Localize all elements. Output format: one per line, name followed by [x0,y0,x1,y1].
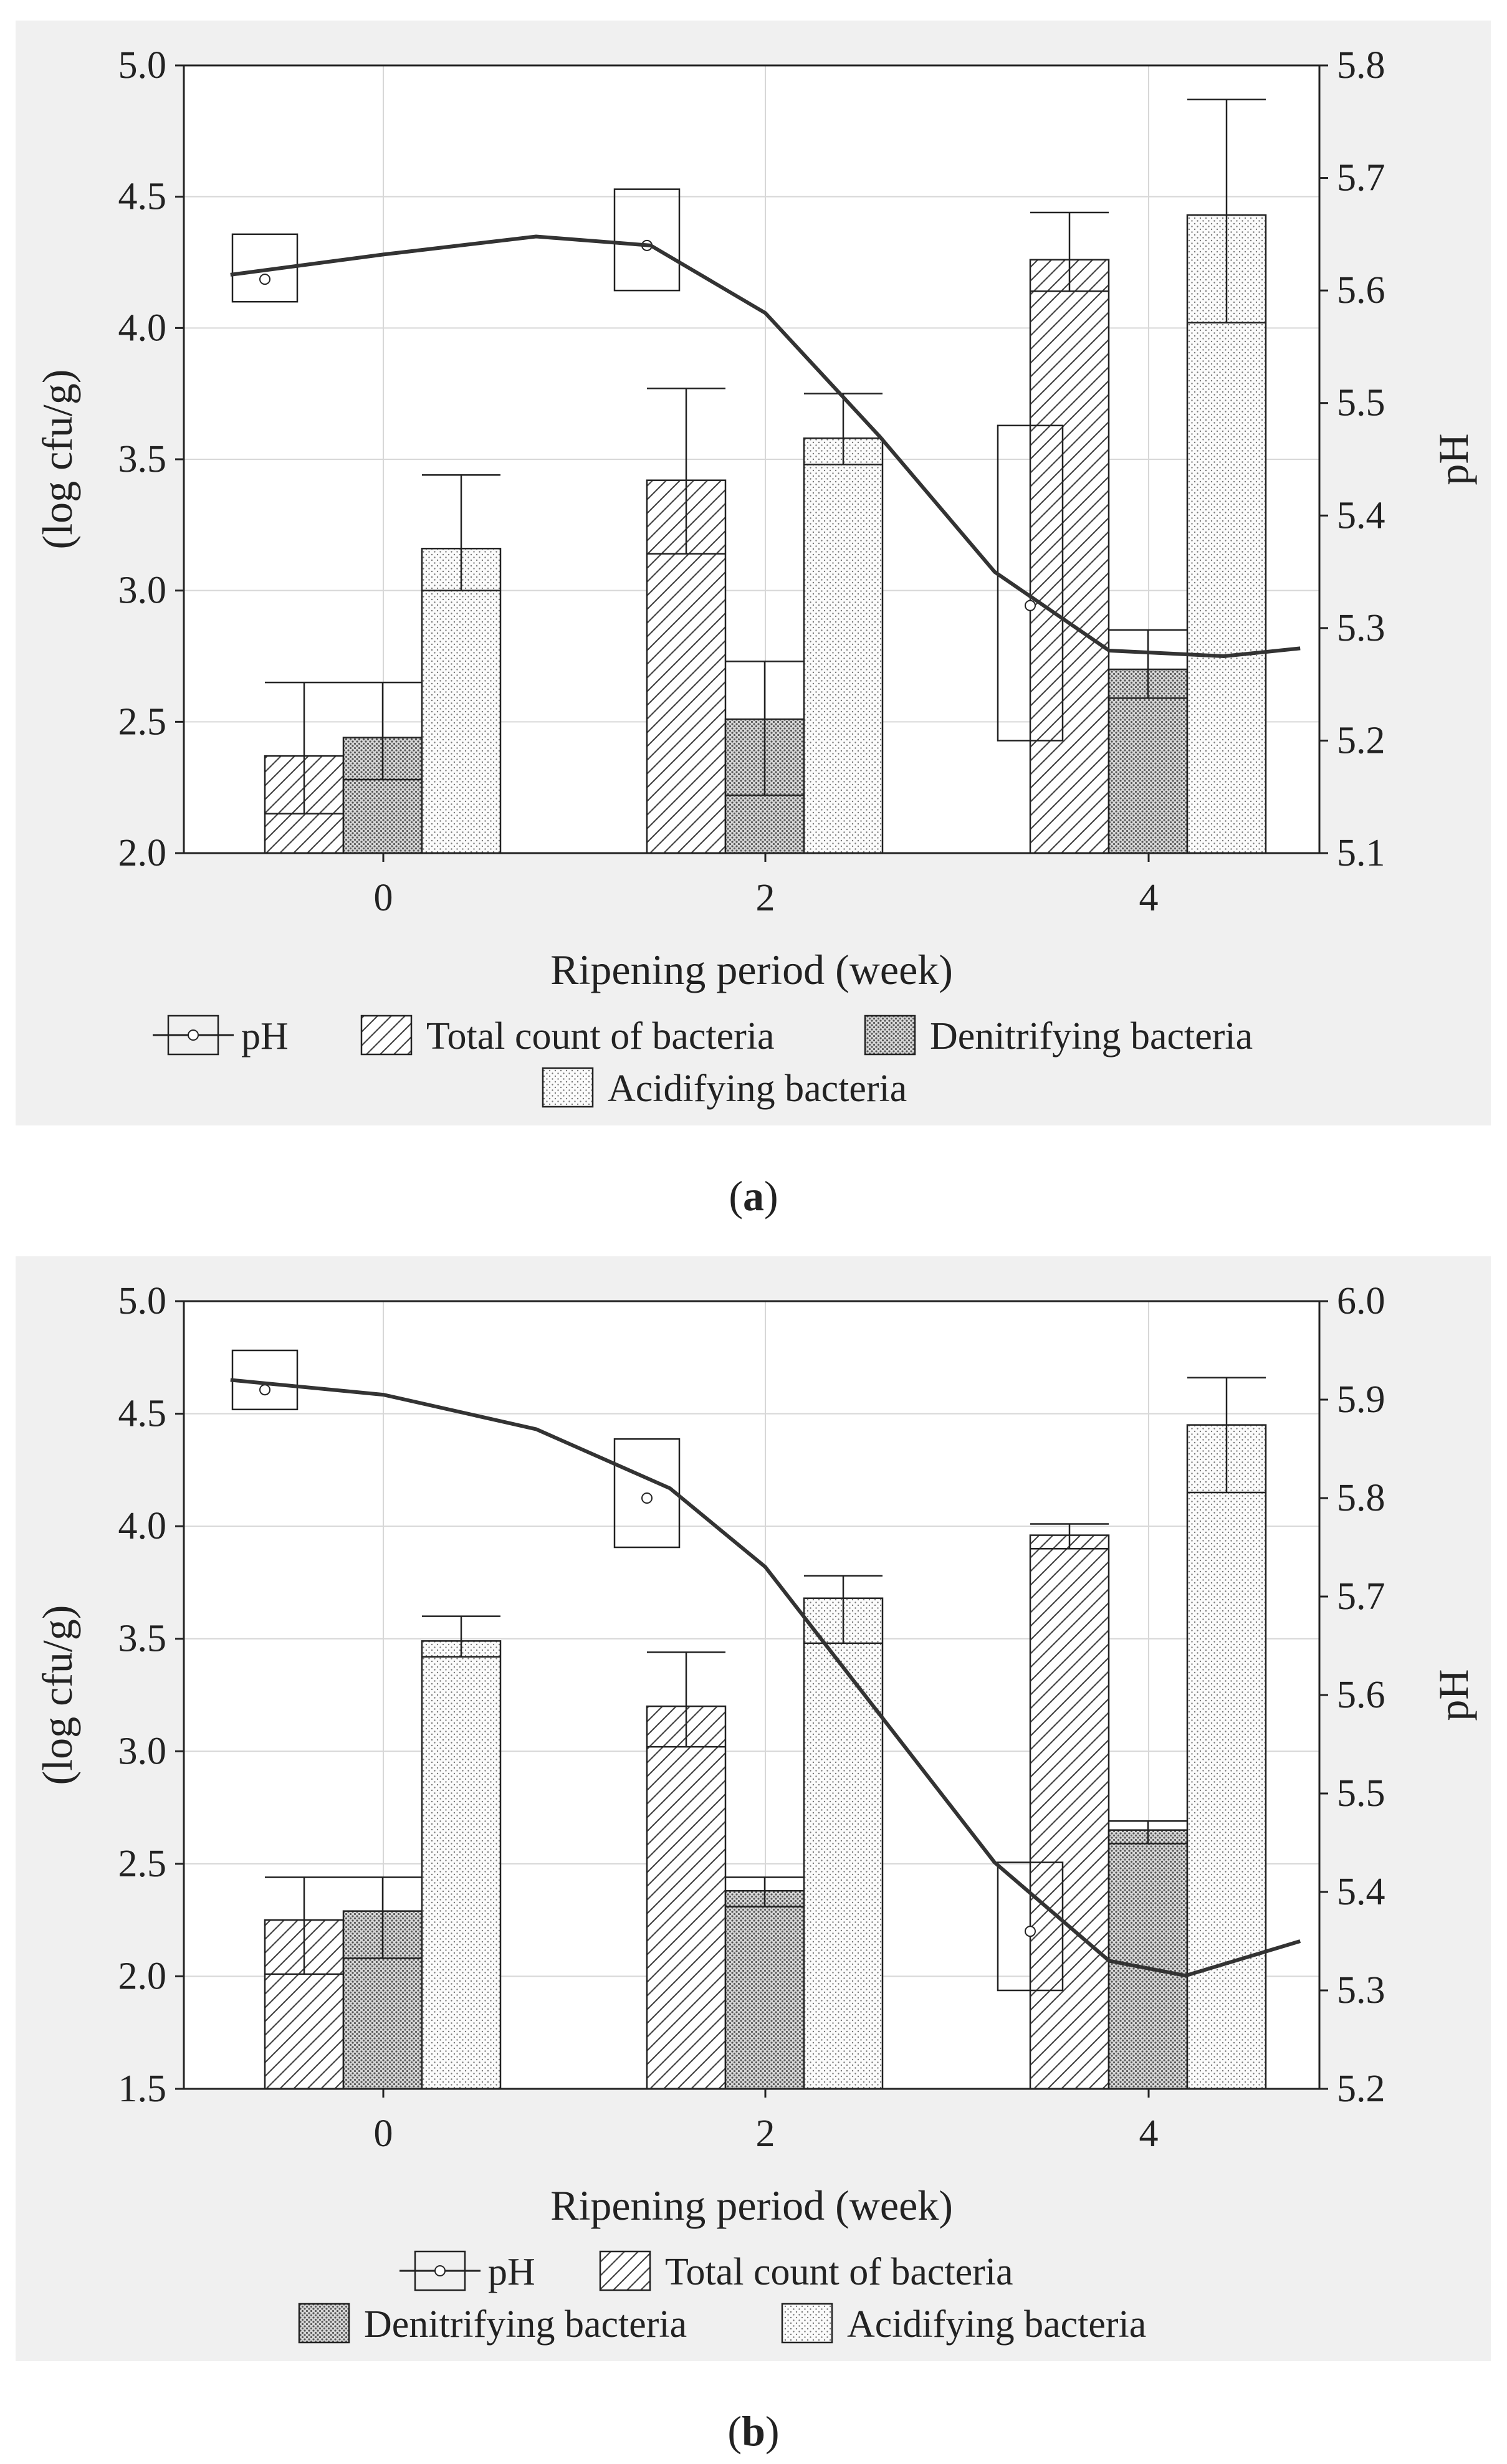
x-tick-label: 4 [1139,2113,1159,2155]
y-axis-label: (log cfu/g) [34,370,81,550]
legend-ph-box [414,2250,466,2291]
bar [803,1597,884,2090]
y-right-tick-label: 5.4 [1337,494,1385,537]
ph-box [997,1861,1064,1992]
y-right-tick-label: 5.6 [1337,269,1385,312]
y-right-axis-label: pH [1430,1669,1477,1721]
legend-label: Total count of bacteria [665,2251,1013,2293]
y-right-tick-label: 5.5 [1337,1772,1385,1815]
y-tick-label: 1.5 [118,2068,167,2110]
y-tick-label: 5.0 [118,1280,167,1322]
x-tick-label: 0 [374,877,393,919]
ph-box [613,1438,681,1549]
ph-box [997,424,1064,742]
y-tick-label: 4.5 [118,1393,167,1435]
y-tick-label: 3.5 [118,1618,167,1660]
bar [803,437,884,854]
ph-curve [230,234,1301,658]
legend-ph-point [434,2265,446,2276]
y-tick-label: 4.0 [118,1505,167,1547]
legend-label: Denitrifying bacteria [930,1015,1253,1058]
chart-panel-a: 2.0 2.5 3.0 3.5 4.0 4.5 5.0 5.1 5.2 5.3 5.4 5.5 5.6 5… [16,21,1491,1125]
legend-ph-point [188,1029,199,1041]
chart-panel-b: 1.5 2.0 2.5 3.0 3.5 4.0 4.5 5.0 5.2 5.3 5.4 5.5 5.6 5… [16,1256,1491,2361]
y-tick-label: 2.0 [118,832,167,874]
y-tick-label: 3.0 [118,1730,167,1772]
ph-point [1025,1926,1036,1937]
y-right-tick-label: 5.9 [1337,1378,1385,1421]
ph-point [1025,599,1036,611]
y-right-tick-label: 5.8 [1337,44,1385,87]
y-right-tick-label: 5.2 [1337,2068,1385,2110]
bar [421,1640,502,2090]
legend-swatch [864,1015,916,1056]
legend-label: Total count of bacteria [426,1015,775,1058]
y-right-tick-label: 5.7 [1337,157,1385,199]
ph-point [259,274,270,285]
bar [1108,1829,1189,2090]
caption-b: (b) [727,2407,780,2455]
chart-a: 2.0 2.5 3.0 3.5 4.0 4.5 5.0 5.1 5.2 5.3 5.4 5.5 5.6 5… [34,44,1477,1110]
legend-swatch [599,2250,651,2291]
y-right-axis-label: pH [1430,433,1477,485]
y-right-tick-label: 5.3 [1337,607,1385,649]
y-right-tick-label: 5.5 [1337,382,1385,424]
bar [646,1705,727,2090]
x-axis-label: Ripening period (week) [550,946,953,993]
bar [1029,259,1110,854]
y-right-tick-label: 5.6 [1337,1674,1385,1716]
y-right-tick-label: 5.8 [1337,1477,1385,1519]
y-tick-label: 4.5 [118,176,167,218]
y-right-tick-label: 5.4 [1337,1871,1385,1913]
legend-label: pH [241,1015,289,1058]
legend-label: Acidifying bacteria [847,2303,1146,2346]
caption-a-letter: a [743,1172,764,1220]
ph-box [613,188,681,292]
legend-label: Acidifying bacteria [608,1067,907,1110]
y-tick-label: 3.0 [118,570,167,612]
y-tick-label: 2.5 [118,1843,167,1885]
y-right-tick-label: 5.3 [1337,1969,1385,2012]
legend-ph-box [167,1015,219,1056]
bar [1186,1424,1267,2090]
bar [421,548,502,854]
legend-label: pH [488,2251,535,2293]
ph-point [641,1492,653,1504]
bar [1108,668,1189,854]
y-right-tick-label: 6.0 [1337,1280,1385,1322]
legend-swatch [298,2303,350,2344]
y-tick-label: 4.0 [118,307,167,349]
x-tick-label: 2 [756,877,775,919]
legend-label: Denitrifying bacteria [364,2303,687,2346]
ph-curve [230,1378,1301,1978]
bar [724,1889,805,2090]
legend-swatch [360,1015,413,1056]
ph-box [231,233,299,303]
caption-b-letter: b [742,2407,765,2455]
y-tick-label: 2.5 [118,700,167,743]
chart-b: 1.5 2.0 2.5 3.0 3.5 4.0 4.5 5.0 5.2 5.3 5.4 5.5 5.6 5… [34,1280,1477,2346]
y-right-tick-label: 5.7 [1337,1575,1385,1618]
x-tick-label: 0 [374,2113,393,2155]
y-tick-label: 3.5 [118,438,167,480]
legend-swatch [781,2303,833,2344]
legend-swatch [542,1067,594,1108]
ph-point [259,1384,270,1396]
x-tick-label: 2 [756,2113,775,2155]
y-right-tick-label: 5.2 [1337,719,1385,762]
y-right-tick-label: 5.1 [1337,832,1385,874]
bar [1029,1534,1110,2090]
y-tick-label: 5.0 [118,44,167,87]
y-tick-label: 2.0 [118,1955,167,1997]
caption-a: (a) [729,1172,778,1220]
y-axis-label: (log cfu/g) [34,1605,81,1785]
x-tick-label: 4 [1139,877,1159,919]
x-axis-label: Ripening period (week) [550,2182,953,2229]
